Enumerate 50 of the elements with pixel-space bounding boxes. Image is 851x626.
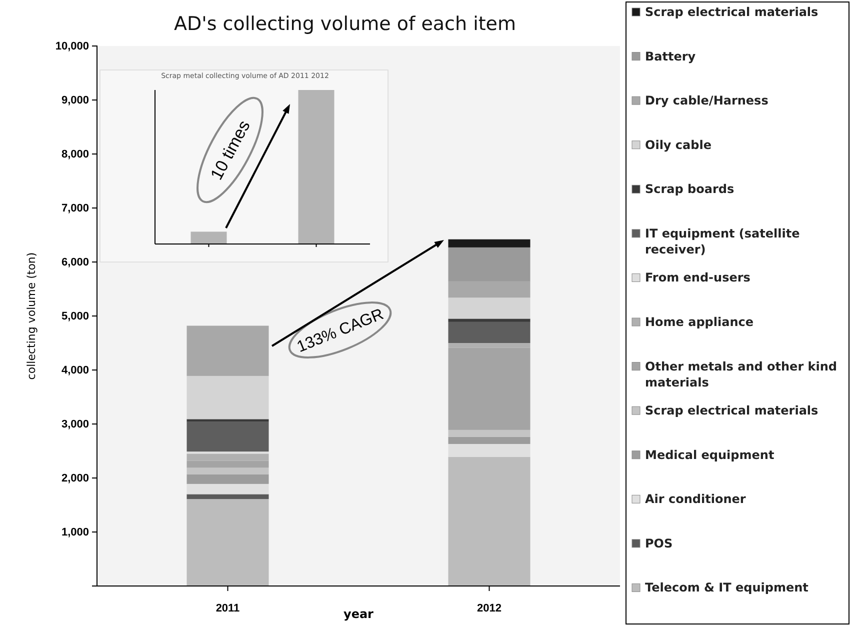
bar: [186, 474, 269, 484]
bar: [448, 436, 530, 444]
legend-label: Other metals and other kind materials: [645, 359, 838, 390]
legend-label: IT equipment (satellite receiver): [645, 226, 800, 256]
bar: [448, 430, 530, 437]
annotation: 133% CAGR: [294, 306, 386, 356]
legend-label: Air conditioner: [645, 492, 746, 506]
x-tick-label: 2011: [216, 602, 240, 615]
bar: [186, 494, 269, 500]
bar: [448, 456, 530, 586]
x-axis-title: year: [344, 607, 374, 621]
y-tick-label: 2,000: [61, 472, 89, 485]
legend-label: Medical equipment: [645, 448, 774, 462]
bar: [186, 326, 269, 376]
y-tick-label: 3,000: [61, 418, 89, 431]
y-tick-label: 9,000: [61, 94, 89, 107]
legend-label: From end-users: [645, 270, 750, 285]
bar: [186, 468, 269, 474]
bar: [186, 422, 269, 452]
bar: [448, 298, 530, 319]
y-tick-label: 4,000: [61, 364, 89, 377]
bar: [448, 322, 530, 343]
x-tick-label: 2012: [477, 602, 502, 615]
y-tick-label: 7,000: [61, 202, 89, 215]
bar: [448, 247, 530, 282]
bar: [186, 419, 269, 422]
bar: [448, 444, 530, 457]
legend-label: Scrap electrical materials: [645, 404, 818, 418]
y-tick-label: 5,000: [61, 310, 89, 323]
bar: [448, 239, 530, 248]
legend-label: Scrap boards: [645, 182, 734, 196]
bar: [186, 499, 269, 586]
y-tick-label: 10,000: [55, 40, 89, 53]
legend-label: Dry cable/Harness: [645, 94, 768, 108]
chart-title: AD's collecting volume of each item: [174, 13, 516, 35]
y-tick-label: 8,000: [61, 148, 89, 161]
legend-label: Home appliance: [645, 315, 754, 329]
annotation: 10 times: [206, 117, 254, 184]
bar: [448, 281, 530, 298]
legend-label: Telecom & IT equipment: [645, 580, 809, 595]
bar: [448, 318, 530, 322]
y-tick-label: 6,000: [61, 256, 89, 269]
bar: [186, 376, 269, 420]
bar: [186, 484, 269, 494]
legend-label: POS: [645, 536, 673, 550]
legend-label: Battery: [645, 49, 696, 64]
legend-label: Oily cable: [645, 138, 712, 152]
y-axis-title: collecting volume (ton): [25, 252, 38, 380]
y-tick-label: 1,000: [61, 526, 89, 539]
legend-label: Scrap electrical materials: [645, 5, 818, 19]
